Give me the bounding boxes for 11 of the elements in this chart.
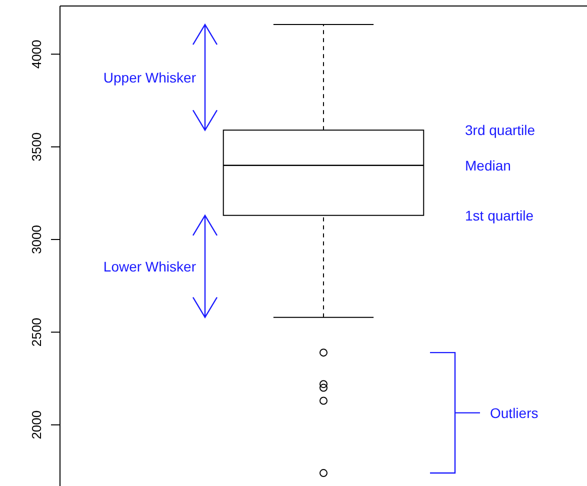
y-tick-label: 3000: [29, 225, 44, 254]
annotation: Lower Whisker: [103, 258, 196, 274]
y-tick-label: 2000: [29, 410, 44, 440]
annotation: Median: [465, 157, 511, 174]
annotation: Upper Whisker: [103, 69, 196, 86]
annotation: 3rd quartile: [465, 122, 536, 138]
y-tick-label: 4000: [29, 40, 44, 69]
annotation: 1st quartile: [465, 207, 534, 224]
y-tick-label: 3500: [29, 132, 44, 162]
y-tick-label: 2500: [29, 318, 44, 347]
annotation: Outliers: [490, 404, 538, 421]
